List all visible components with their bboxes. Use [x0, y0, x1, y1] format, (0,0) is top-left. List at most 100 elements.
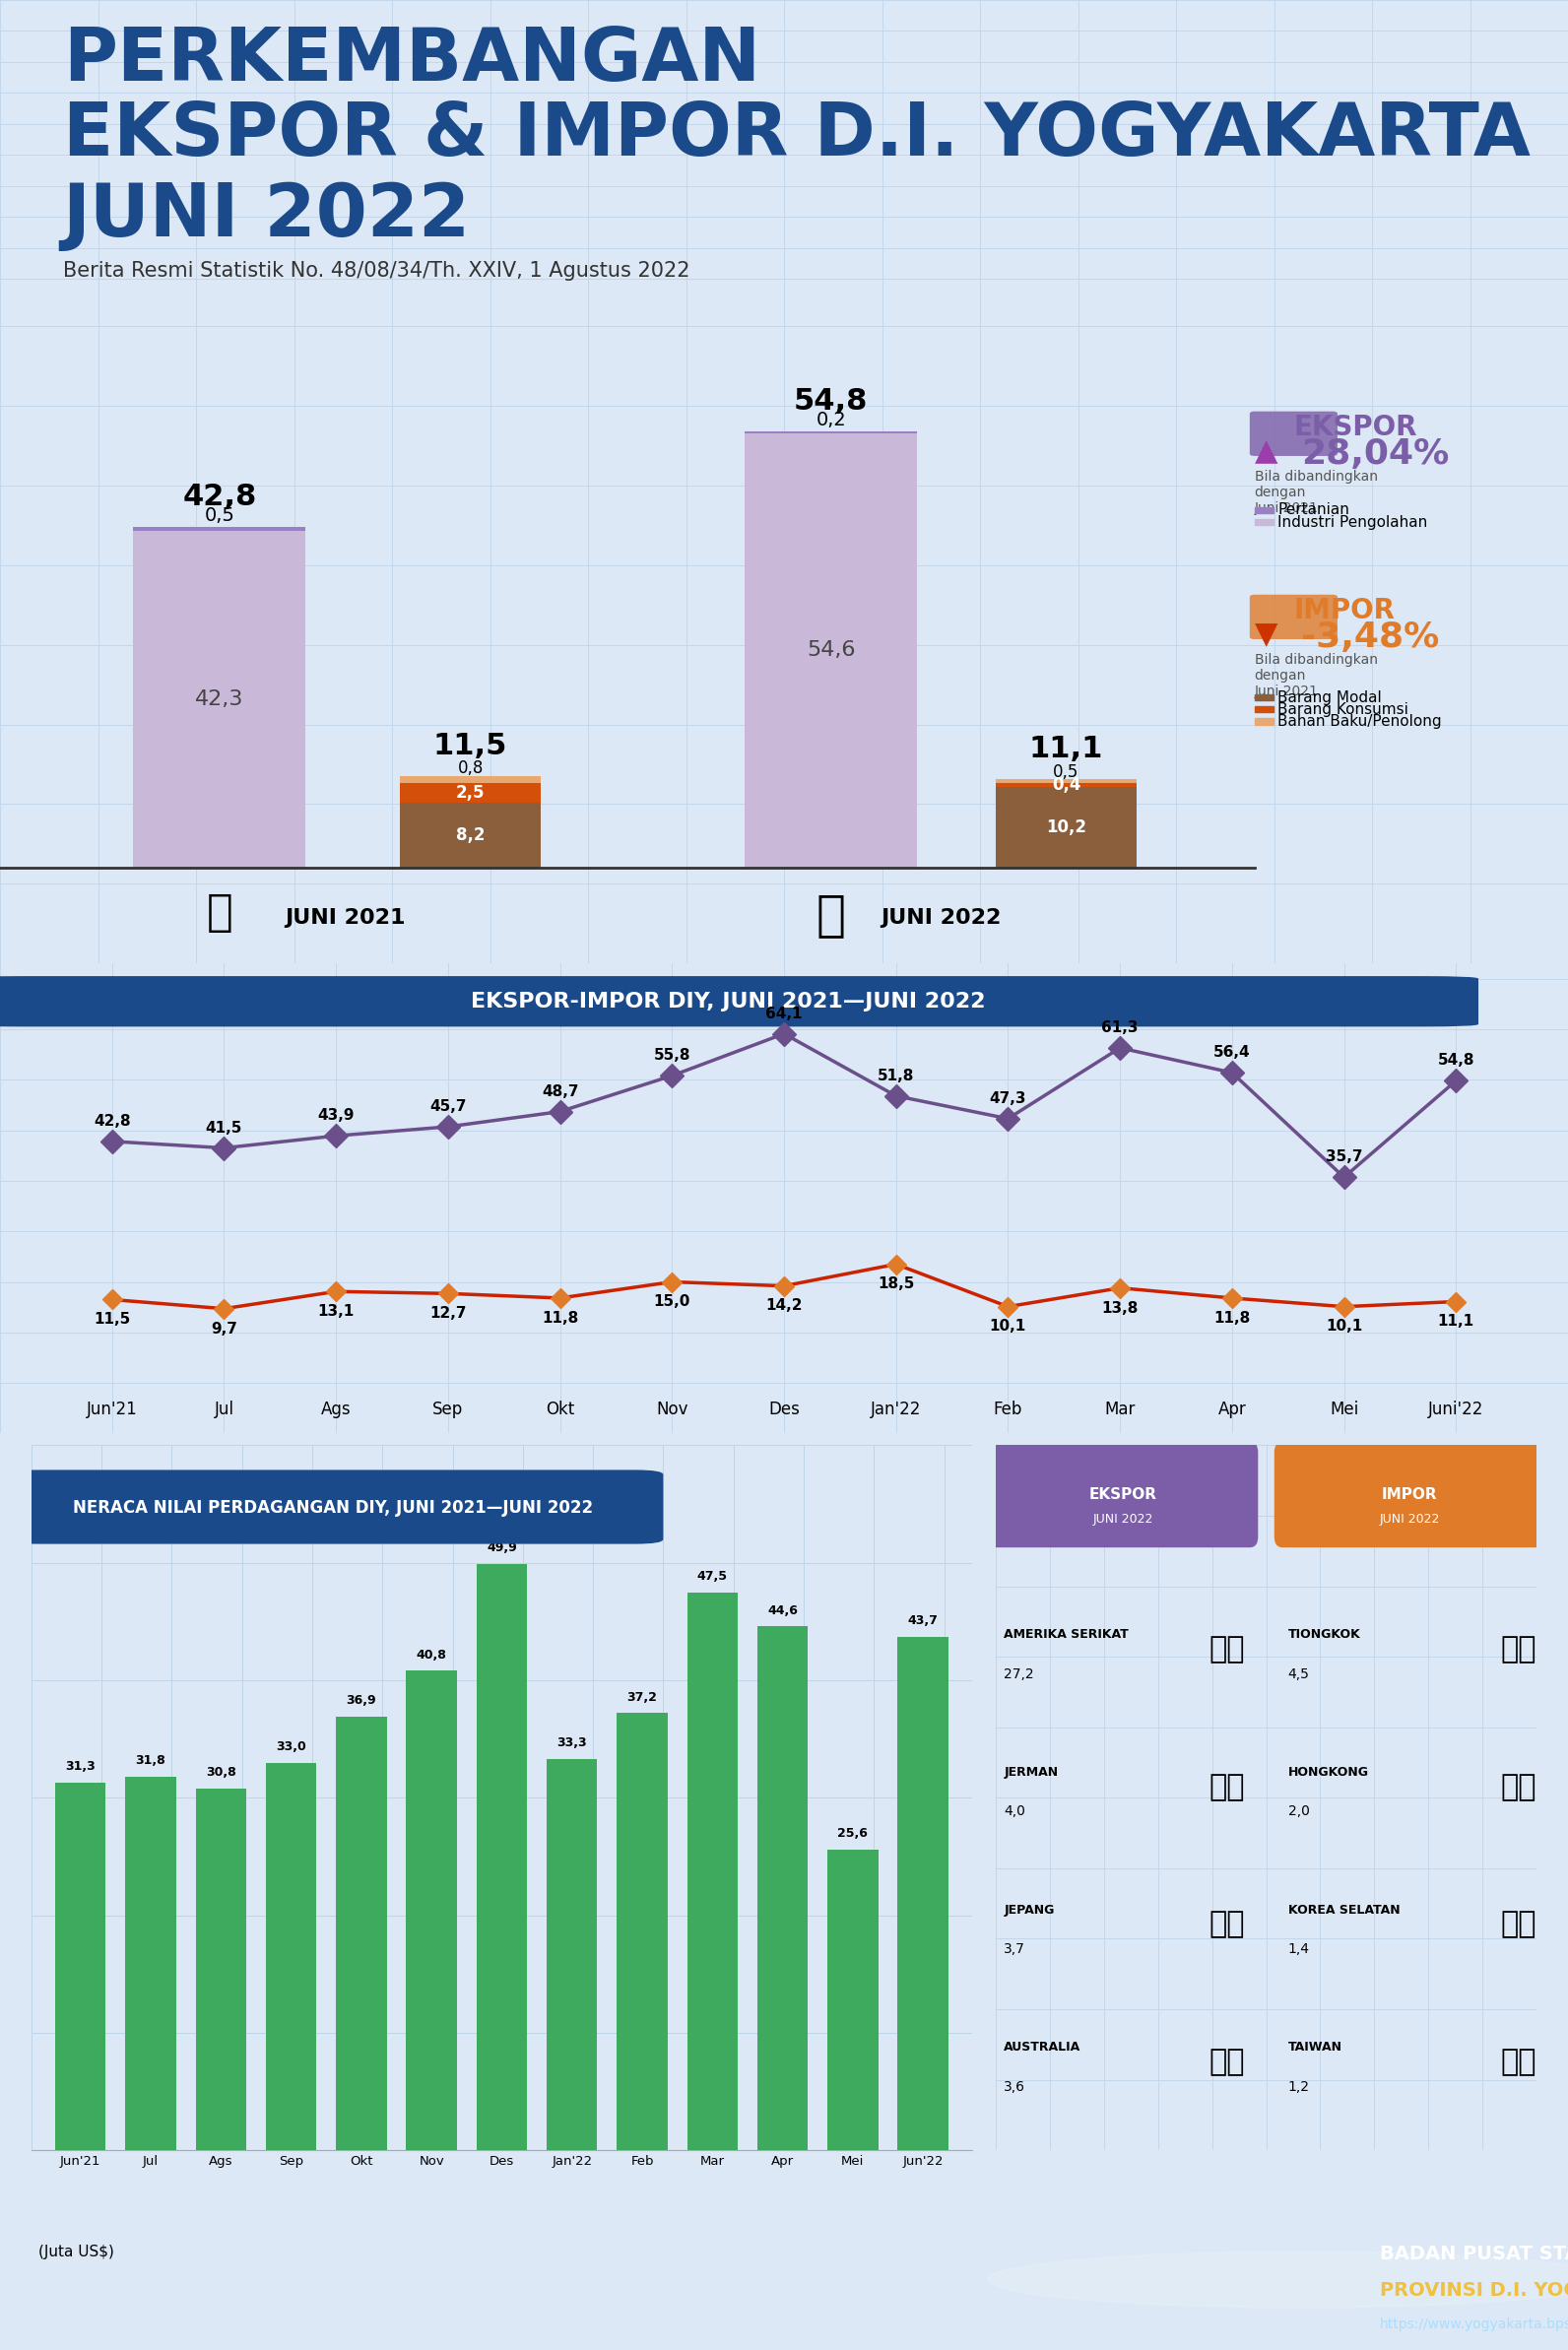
Text: Industri Pengolahan: Industri Pengolahan — [1278, 515, 1428, 529]
Text: 31,8: 31,8 — [135, 1755, 166, 1767]
Text: Pertanian: Pertanian — [1278, 503, 1350, 517]
Text: 40,8: 40,8 — [417, 1650, 447, 1661]
Text: 54,8: 54,8 — [793, 388, 869, 416]
Text: BADAN PUSAT STATISTIK: BADAN PUSAT STATISTIK — [1380, 2244, 1568, 2263]
Text: 61,3: 61,3 — [1102, 1020, 1138, 1036]
Text: AMERIKA SERIKAT: AMERIKA SERIKAT — [1004, 1629, 1129, 1640]
Text: Apr: Apr — [1218, 1401, 1247, 1419]
Text: EKSPOR-IMPOR DIY, JUNI 2021—JUNI 2022: EKSPOR-IMPOR DIY, JUNI 2021—JUNI 2022 — [470, 992, 985, 1010]
Text: 🚢: 🚢 — [207, 891, 232, 935]
Text: HONGKONG: HONGKONG — [1287, 1767, 1369, 1779]
Text: Bila dibandingkan
dengan
Juni 2021: Bila dibandingkan dengan Juni 2021 — [1254, 470, 1378, 515]
Text: 27,2: 27,2 — [1004, 1668, 1033, 1680]
Text: JUNI 2022: JUNI 2022 — [1380, 1513, 1439, 1525]
Text: 45,7: 45,7 — [430, 1100, 466, 1114]
Text: 41,5: 41,5 — [205, 1121, 243, 1135]
Text: NERACA NILAI PERDAGANGAN DIY, JUNI 2021—JUNI 2022: NERACA NILAI PERDAGANGAN DIY, JUNI 2021—… — [74, 1499, 593, 1516]
Text: 0,4: 0,4 — [1052, 776, 1080, 794]
Text: 4,5: 4,5 — [1287, 1668, 1309, 1680]
Text: Ags: Ags — [321, 1401, 351, 1419]
Bar — [616, 1713, 668, 2150]
Bar — [267, 1762, 317, 2150]
Text: ▼: ▼ — [1254, 620, 1278, 649]
Bar — [1254, 508, 1273, 512]
Bar — [125, 1777, 176, 2150]
Bar — [996, 787, 1137, 867]
Text: 13,8: 13,8 — [1102, 1300, 1138, 1316]
FancyBboxPatch shape — [11, 1471, 663, 1544]
Text: 36,9: 36,9 — [347, 1694, 376, 1706]
Bar — [406, 1671, 456, 2150]
Text: 🇨🇳: 🇨🇳 — [1501, 1636, 1537, 1664]
Text: Juni'22: Juni'22 — [1428, 1401, 1483, 1419]
Bar — [1254, 693, 1273, 700]
Text: EKSPOR: EKSPOR — [1088, 1488, 1157, 1502]
Text: JUNI 2022: JUNI 2022 — [1093, 1513, 1152, 1525]
Text: 0,5: 0,5 — [204, 508, 235, 526]
FancyBboxPatch shape — [988, 1443, 1258, 1549]
Text: Des: Des — [768, 1401, 800, 1419]
Text: Mei: Mei — [1330, 1401, 1358, 1419]
Text: 1,2: 1,2 — [1287, 2080, 1309, 2094]
Text: 54,8: 54,8 — [1438, 1053, 1474, 1069]
Text: 42,8: 42,8 — [94, 1114, 130, 1128]
Bar — [996, 783, 1137, 787]
Text: 0,2: 0,2 — [815, 411, 847, 430]
Bar — [898, 1636, 949, 2150]
Text: Barang Konsumsi: Barang Konsumsi — [1278, 703, 1408, 717]
Text: 3,6: 3,6 — [1004, 2080, 1025, 2094]
Text: (Juta US$): (Juta US$) — [38, 2244, 114, 2258]
Bar — [1254, 719, 1273, 724]
Text: 42,3: 42,3 — [194, 689, 245, 710]
Text: 🇹🇼: 🇹🇼 — [1501, 2047, 1537, 2077]
Text: Jan'22: Jan'22 — [870, 1401, 922, 1419]
Text: 🇦🇺: 🇦🇺 — [1209, 2047, 1245, 2077]
Text: 49,9: 49,9 — [486, 1542, 517, 1556]
Text: 64,1: 64,1 — [765, 1006, 803, 1022]
Text: TIONGKOK: TIONGKOK — [1287, 1629, 1361, 1640]
Text: 10,1: 10,1 — [989, 1318, 1027, 1335]
Text: 2,0: 2,0 — [1287, 1805, 1309, 1819]
Text: 54,6: 54,6 — [806, 642, 856, 660]
Text: 11,8: 11,8 — [1214, 1311, 1250, 1325]
Text: 🇯🇵: 🇯🇵 — [1209, 1911, 1245, 1939]
Bar — [196, 1788, 246, 2150]
Text: Barang Modal: Barang Modal — [1278, 691, 1381, 705]
Text: 47,3: 47,3 — [989, 1090, 1027, 1107]
Text: 35,7: 35,7 — [1325, 1149, 1363, 1166]
Bar — [757, 1626, 808, 2150]
Text: Bahan Baku/Penolong: Bahan Baku/Penolong — [1278, 714, 1443, 728]
Text: 30,8: 30,8 — [205, 1767, 237, 1779]
Text: JEPANG: JEPANG — [1004, 1904, 1054, 1915]
Text: Bila dibandingkan
dengan
Juni 2021: Bila dibandingkan dengan Juni 2021 — [1254, 653, 1378, 698]
Bar — [477, 1565, 527, 2150]
Bar — [400, 776, 541, 783]
Text: Nov: Nov — [655, 1401, 688, 1419]
Bar — [547, 1758, 597, 2150]
Text: 3,7: 3,7 — [1004, 1941, 1025, 1955]
Text: 28,04%: 28,04% — [1301, 437, 1449, 470]
Text: 37,2: 37,2 — [627, 1692, 657, 1704]
Text: 15,0: 15,0 — [654, 1295, 690, 1309]
Bar — [1254, 519, 1273, 526]
Text: 18,5: 18,5 — [878, 1276, 914, 1293]
Text: 11,5: 11,5 — [94, 1311, 130, 1328]
Text: Berita Resmi Statistik No. 48/08/34/Th. XXIV, 1 Agustus 2022: Berita Resmi Statistik No. 48/08/34/Th. … — [63, 261, 690, 280]
Bar — [828, 1849, 878, 2150]
Text: 10,1: 10,1 — [1325, 1318, 1363, 1335]
Text: 31,3: 31,3 — [66, 1760, 96, 1772]
Bar — [336, 1716, 387, 2150]
Text: 🚢: 🚢 — [817, 891, 845, 940]
Text: AUSTRALIA: AUSTRALIA — [1004, 2040, 1080, 2054]
Text: 🇺🇸: 🇺🇸 — [1209, 1636, 1245, 1664]
Text: -3,48%: -3,48% — [1301, 620, 1439, 653]
Text: 4,0: 4,0 — [1004, 1805, 1025, 1819]
Text: 51,8: 51,8 — [878, 1069, 914, 1083]
Text: 0,8: 0,8 — [458, 759, 483, 778]
Text: 11,1: 11,1 — [1438, 1314, 1474, 1330]
FancyBboxPatch shape — [0, 975, 1479, 1027]
Text: 🇩🇪: 🇩🇪 — [1209, 1772, 1245, 1802]
Text: 10,2: 10,2 — [1046, 818, 1087, 837]
Text: 11,1: 11,1 — [1029, 736, 1104, 764]
Text: 25,6: 25,6 — [837, 1828, 869, 1840]
